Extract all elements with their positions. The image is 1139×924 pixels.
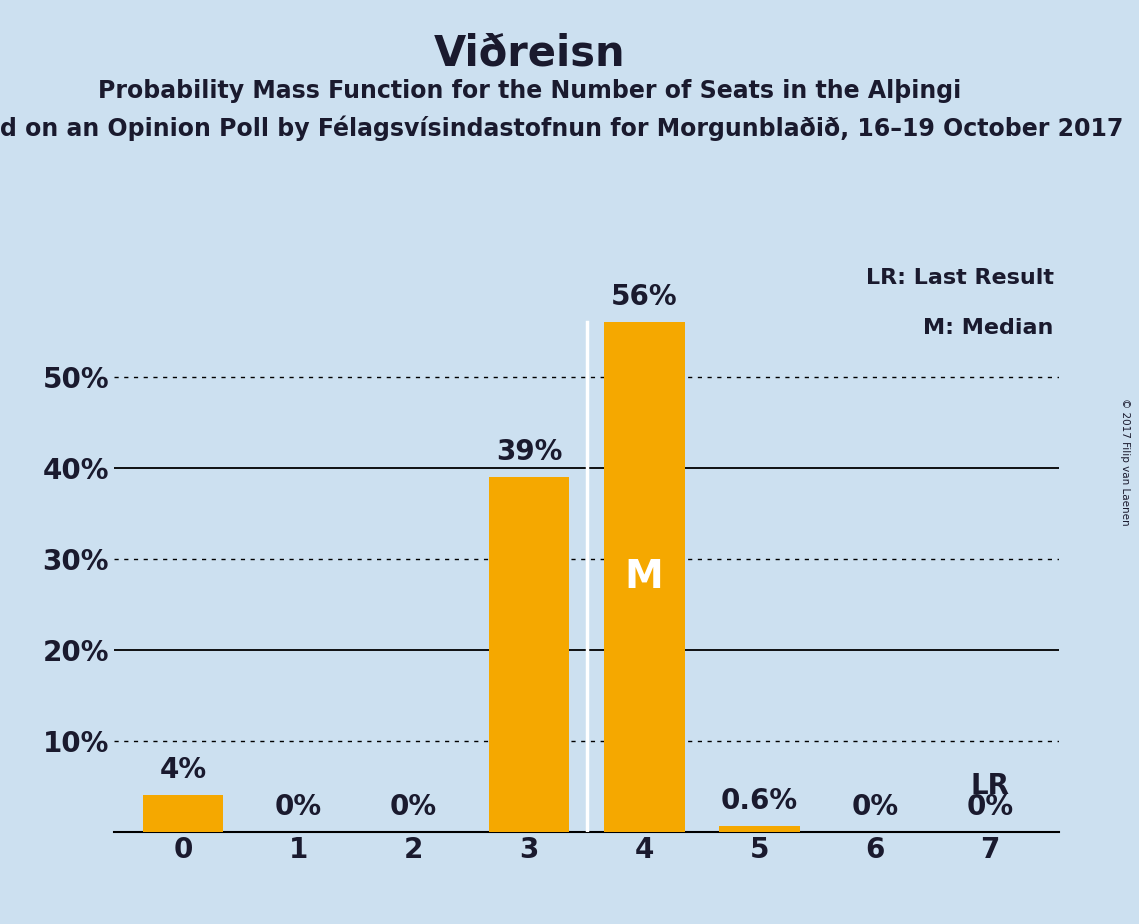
Text: M: M [625, 558, 664, 596]
Text: 0%: 0% [967, 793, 1014, 821]
Text: Viðreisn: Viðreisn [434, 32, 625, 74]
Bar [489, 477, 570, 832]
Text: © 2017 Filip van Laenen: © 2017 Filip van Laenen [1121, 398, 1130, 526]
Bar [604, 322, 685, 832]
Bar [142, 796, 223, 832]
Text: 39%: 39% [495, 438, 563, 466]
Text: 4%: 4% [159, 757, 206, 784]
Text: 0%: 0% [390, 793, 437, 821]
Text: 56%: 56% [611, 284, 678, 311]
Text: LR: Last Result: LR: Last Result [866, 268, 1054, 287]
Text: 0%: 0% [274, 793, 322, 821]
Text: LR: LR [970, 772, 1009, 800]
Bar [719, 826, 800, 832]
Text: Based on an Opinion Poll by Félagsvísindastofnun for Morgunblaðið, 16–19 October: Based on an Opinion Poll by Félagsvísind… [0, 116, 1123, 141]
Text: Probability Mass Function for the Number of Seats in the Alþingi: Probability Mass Function for the Number… [98, 79, 961, 103]
Text: M: Median: M: Median [923, 318, 1054, 338]
Text: 0.6%: 0.6% [721, 787, 798, 815]
Text: 0%: 0% [851, 793, 899, 821]
